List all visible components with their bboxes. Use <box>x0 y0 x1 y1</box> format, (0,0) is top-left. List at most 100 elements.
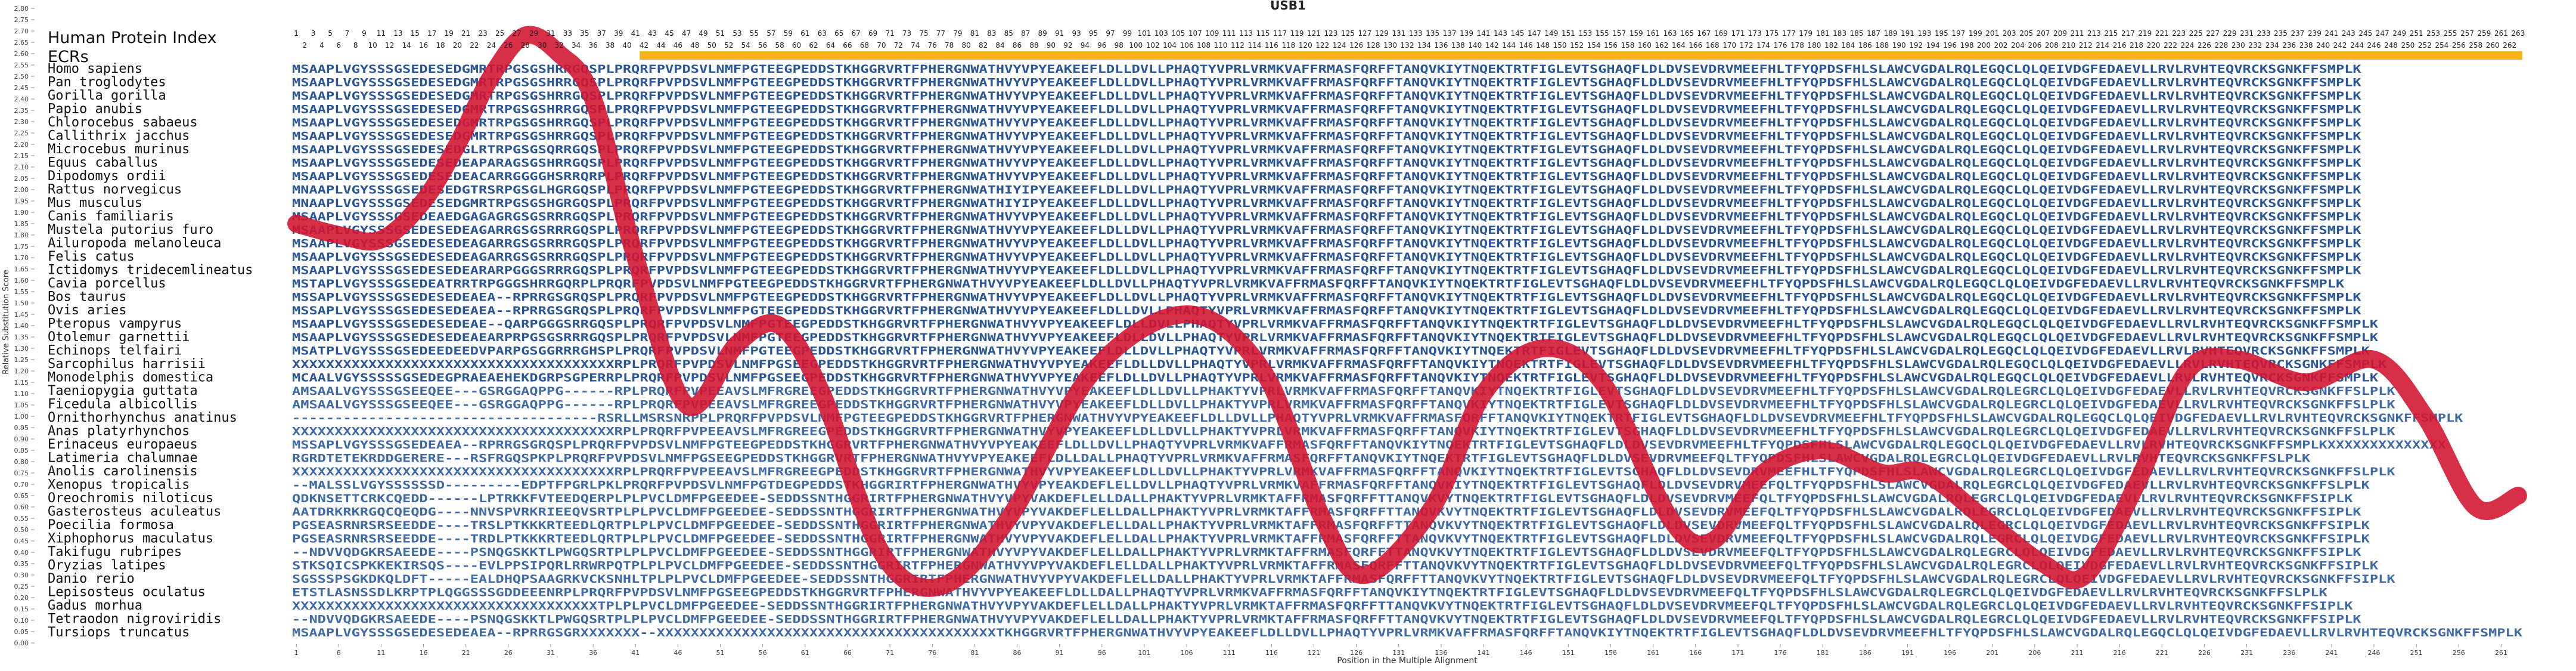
index-number: 10 <box>368 41 377 50</box>
index-number: 154 <box>1587 41 1601 50</box>
sequence: XXXXXXXXXXXXXXXXXXXXXXXXXXXXXXXXXXXXXXRP… <box>292 465 2395 478</box>
index-number: 7 <box>345 29 350 38</box>
x-tick-label: 236 <box>2283 649 2295 657</box>
x-tick-label: 51 <box>716 649 725 657</box>
y-tick-label: 0.10 <box>14 617 29 624</box>
x-tick-label: 141 <box>1478 649 1490 657</box>
index-number: 211 <box>2071 29 2084 38</box>
sequence-layer: Homo sapiens MSAAPLVGYSSSGSEDESEDGMRTRPGS… <box>48 61 2523 640</box>
index-number: 80 <box>961 41 970 50</box>
index-number: 232 <box>2248 41 2262 50</box>
x-tick-label: 176 <box>1774 649 1787 657</box>
y-tick-label: 1.00 <box>14 413 29 420</box>
index-number: 110 <box>1214 41 1228 50</box>
substitution-curve <box>287 26 2527 597</box>
index-number: 117 <box>1273 29 1287 38</box>
index-number: 39 <box>614 29 623 38</box>
y-tick-label: 2.80 <box>14 5 29 13</box>
index-number: 63 <box>818 29 827 38</box>
index-number: 120 <box>1299 41 1312 50</box>
x-axis-title: Position in the Multiple Alignment <box>1337 656 1478 666</box>
index-number: 121 <box>1307 29 1321 38</box>
index-number: 222 <box>2164 41 2177 50</box>
index-number: 143 <box>1494 29 1507 38</box>
index-number: 260 <box>2486 41 2500 50</box>
index-number: 216 <box>2113 41 2127 50</box>
index-number: 32 <box>555 41 564 50</box>
y-tick-label: 1.20 <box>14 367 29 375</box>
sequence: ETSTLASNSSDLKRPTPLQGGSSSGDDEEENRPLPRQRFP… <box>292 586 2327 599</box>
x-tick-label: 161 <box>1647 649 1659 657</box>
index-number: 147 <box>1528 29 1541 38</box>
index-number: 97 <box>1106 29 1115 38</box>
index-number: 173 <box>1748 29 1762 38</box>
index-number: 128 <box>1367 41 1380 50</box>
index-number: 159 <box>1630 29 1643 38</box>
index-number: 209 <box>2053 29 2067 38</box>
y-tick-label: 0.50 <box>14 526 29 534</box>
index-number: 220 <box>2147 41 2161 50</box>
y-tick-label: 0.45 <box>14 537 29 545</box>
x-tick-label: 121 <box>1308 649 1320 657</box>
index-number: 3 <box>311 29 316 38</box>
x-tick-label: 191 <box>1901 649 1914 657</box>
x-tick-label: 151 <box>1562 649 1575 657</box>
index-number: 93 <box>1072 29 1081 38</box>
index-number: 123 <box>1324 29 1337 38</box>
index-number: 256 <box>2452 41 2466 50</box>
index-number: 1 <box>294 29 299 38</box>
sequence: --MALSSLVGYSSSSSSD---------EDPTFPGRLPKLP… <box>292 479 2370 492</box>
x-tick-label: 6 <box>337 649 341 657</box>
sequence: MSSAPLVGYSSSGSEDESEDEAEA--RPRRGSGRQSPLPR… <box>292 304 2361 317</box>
index-number: 196 <box>1943 41 1957 50</box>
index-number: 81 <box>970 29 979 38</box>
index-number: 109 <box>1205 29 1219 38</box>
y-tick-label: 1.55 <box>14 288 29 296</box>
index-number: 208 <box>2045 41 2059 50</box>
y-tick-label: 2.35 <box>14 107 29 115</box>
index-number: 102 <box>1146 41 1160 50</box>
index-number: 18 <box>436 41 445 50</box>
y-tick-label: 2.20 <box>14 141 29 149</box>
x-tick-label: 166 <box>1689 649 1702 657</box>
index-number: 78 <box>945 41 954 50</box>
index-number: 108 <box>1197 41 1211 50</box>
sequence: MSAAPLVGYSSSGSEDESEDGMRTRPGSGSHRRGQSPLPR… <box>292 103 2361 116</box>
index-number: 111 <box>1222 29 1236 38</box>
species-name: Ficedula albicollis <box>48 397 198 412</box>
index-number: 40 <box>622 41 631 50</box>
index-number: 215 <box>2104 29 2118 38</box>
ecr-label: ECRs <box>48 48 89 66</box>
x-tick-label: 216 <box>2113 649 2126 657</box>
y-tick-label: 0.95 <box>14 424 29 432</box>
index-number: 27 <box>512 29 521 38</box>
index-number: 114 <box>1247 41 1261 50</box>
index-number: 91 <box>1055 29 1064 38</box>
y-tick-label: 1.15 <box>14 379 29 386</box>
index-number: 194 <box>1926 41 1940 50</box>
index-number: 168 <box>1706 41 1720 50</box>
index-number: 41 <box>631 29 640 38</box>
y-tick-label: 0.55 <box>14 515 29 522</box>
x-tick-label: 206 <box>2028 649 2041 657</box>
index-number: 2 <box>303 41 308 50</box>
sequence: MNAAPLVGYSSSGSEDESEDGMRTRPGSGSHGRGQSPLPR… <box>292 197 2361 210</box>
index-number: 8 <box>353 41 358 50</box>
index-number: 67 <box>852 29 861 38</box>
index-number: 153 <box>1578 29 1592 38</box>
index-number: 262 <box>2503 41 2516 50</box>
index-number: 127 <box>1358 29 1371 38</box>
species-name: Dipodomys ordii <box>48 169 166 184</box>
y-tick-label: 2.45 <box>14 84 29 92</box>
chart-title: USB1 <box>1270 0 1306 13</box>
index-number: 42 <box>640 41 648 50</box>
index-number: 86 <box>1013 41 1022 50</box>
index-number: 58 <box>775 41 784 50</box>
index-number: 64 <box>826 41 835 50</box>
index-number: 239 <box>2308 29 2321 38</box>
index-number: 206 <box>2028 41 2041 50</box>
x-tick-label: 186 <box>1859 649 1872 657</box>
index-number: 252 <box>2418 41 2432 50</box>
